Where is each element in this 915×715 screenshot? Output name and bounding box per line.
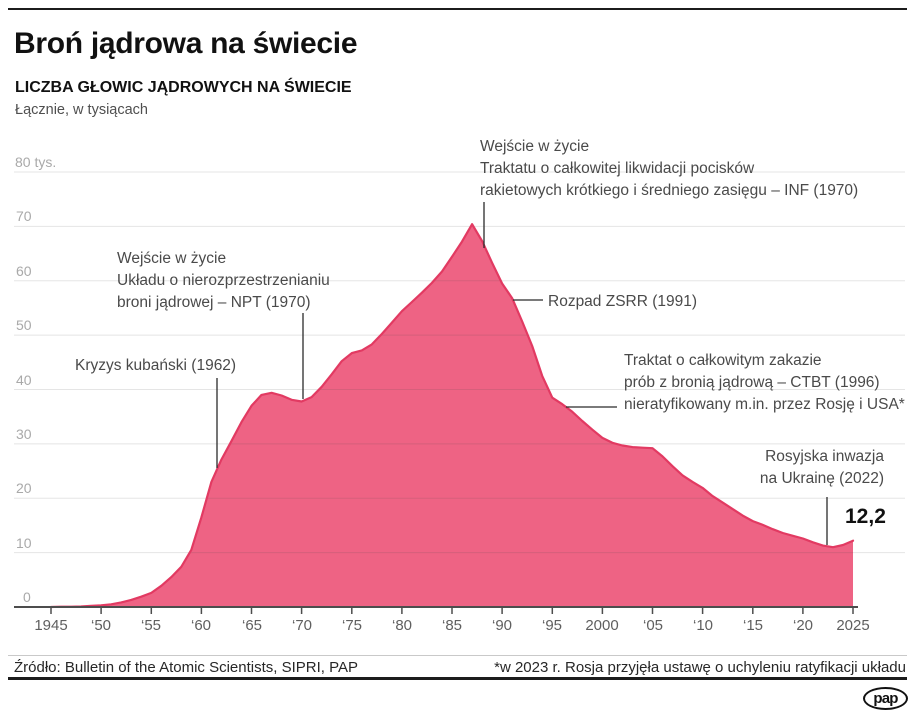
y-tick-label: 20: [16, 480, 32, 496]
x-tick-label: ‘75: [341, 617, 363, 634]
y-tick-label: 70: [16, 208, 32, 224]
x-tick-label: ‘15: [742, 617, 764, 634]
x-tick-label: 1945: [34, 617, 68, 634]
footer-divider: [8, 655, 907, 656]
x-tick-label: ‘65: [241, 617, 263, 634]
y-tick-label: 50: [16, 317, 32, 333]
y-tick-label: 60: [16, 263, 32, 279]
x-tick-label: ‘85: [441, 617, 463, 634]
x-tick-label: ‘05: [642, 617, 664, 634]
x-tick-label: ‘95: [541, 617, 563, 634]
unit-label: Łącznie, w tysiącach: [15, 102, 148, 118]
x-tick-label: ‘60: [190, 617, 212, 634]
annotation-inf-treaty: Wejście w życie Traktatu o całkowitej li…: [480, 138, 859, 199]
x-tick-label: ‘90: [491, 617, 513, 634]
y-tick-label: 30: [16, 426, 32, 442]
chart-title: LICZBA GŁOWIC JĄDROWYCH NA ŚWIECIE: [15, 79, 352, 96]
page-title: Broń jądrowa na świecie: [14, 27, 358, 60]
annotation-ussr-collapse: Rozpad ZSRR (1991): [548, 293, 698, 310]
x-tick-label: 2000: [585, 617, 619, 634]
x-tick-label: ‘55: [140, 617, 162, 634]
x-tick-label: ‘20: [792, 617, 814, 634]
x-tick-label: ‘50: [90, 617, 112, 634]
y-tick-label: 0: [23, 589, 31, 605]
footnote: *w 2023 r. Rosja przyjęła ustawę o uchyl…: [494, 659, 906, 676]
annotation-ctbt-treaty: Traktat o całkowitym zakazie prób z bron…: [624, 352, 905, 413]
x-tick-label: ‘80: [391, 617, 413, 634]
y-tick-label: 10: [16, 535, 32, 551]
footer-rule: [8, 677, 907, 680]
current-value-label: 12,2: [845, 505, 886, 528]
x-tick-label: ‘70: [291, 617, 313, 634]
annotation-cuban-crisis: Kryzys kubański (1962): [75, 357, 237, 374]
x-tick-label: ‘10: [692, 617, 714, 634]
source-credit: Źródło: Bulletin of the Atomic Scientist…: [14, 659, 359, 676]
top-rule: [8, 8, 907, 10]
annotation-npt-treaty: Wejście w życie Układu o nierozprzestrze…: [117, 250, 330, 311]
annotation-ukraine-invasion: Rosyjska inwazja na Ukrainę (2022): [759, 448, 884, 487]
pap-logo: pap: [863, 687, 908, 710]
y-tick-label: 80 tys.: [15, 154, 57, 170]
y-tick-label: 40: [16, 372, 32, 388]
x-tick-label: 2025: [836, 617, 870, 634]
